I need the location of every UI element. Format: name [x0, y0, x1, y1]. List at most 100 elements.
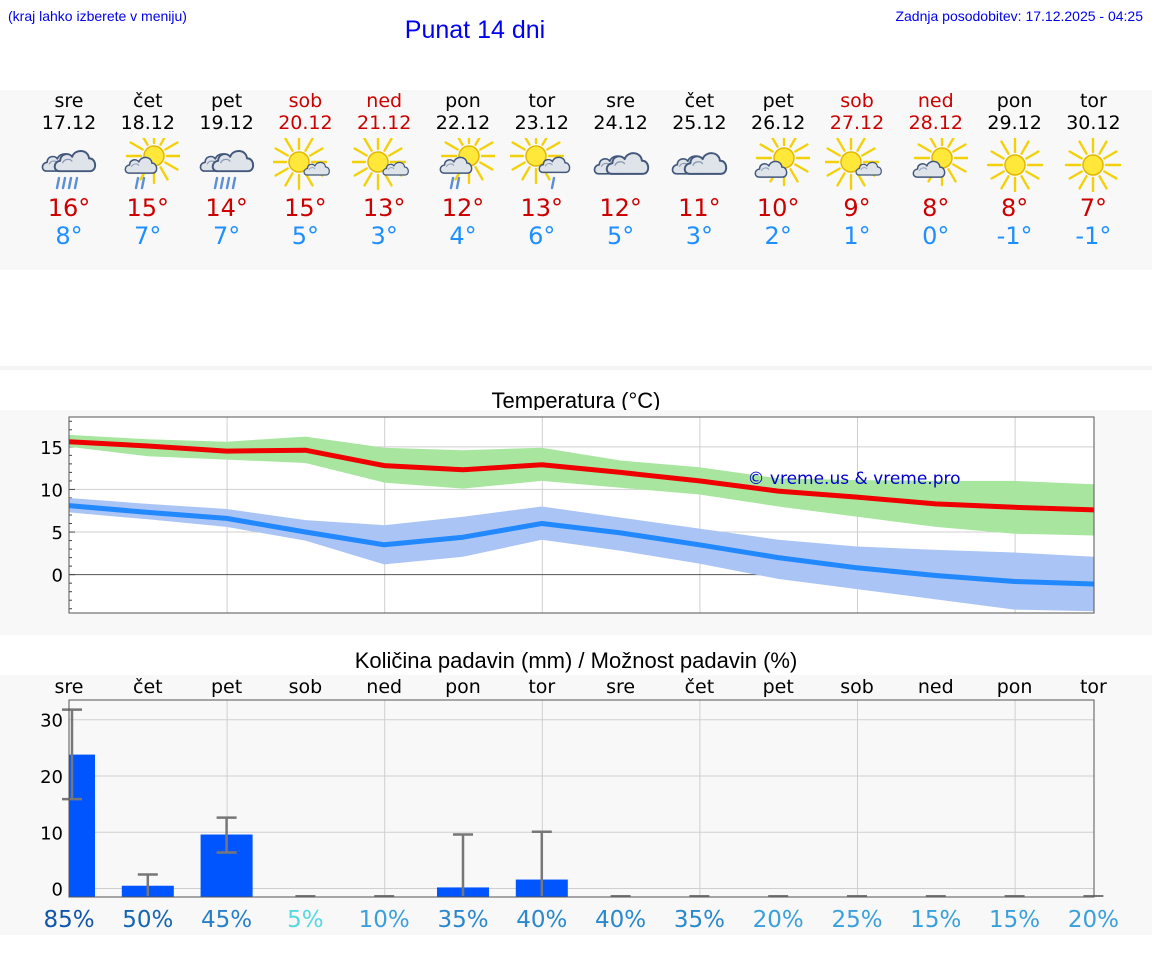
precip-chance-label: 15% — [910, 907, 961, 933]
x-day-label: tor — [1080, 676, 1107, 698]
min-temp: 6° — [528, 222, 556, 250]
day-date: 25.12 — [672, 112, 727, 134]
max-temp: 8° — [922, 194, 950, 222]
day-column: sre 24.12 12° 5° — [581, 90, 661, 250]
max-temp: 16° — [47, 194, 91, 222]
precip-chance-label: 20% — [753, 907, 804, 933]
precipitation-chart: 0 10 20 30 sre čet pet sob ned pon tor sre čet pet sob… — [40, 676, 1119, 933]
sun-cloud-light-rain-icon — [509, 138, 571, 190]
min-temp: 4° — [449, 222, 477, 250]
sun-icon — [986, 138, 1043, 192]
sun-small-cloud-icon — [352, 138, 410, 191]
day-name: čet — [133, 90, 163, 112]
min-range-band — [69, 498, 1094, 612]
day-name: sre — [54, 90, 84, 112]
day-date: 20.12 — [278, 112, 333, 134]
y-tick-label: 10 — [40, 480, 63, 501]
day-date: 19.12 — [199, 112, 254, 134]
y-tick-label: 5 — [52, 523, 63, 544]
day-date: 26.12 — [750, 112, 806, 134]
sun-cloud-rain-icon — [439, 138, 495, 190]
day-name: pon — [996, 90, 1033, 112]
min-temp-line — [68, 503, 1095, 587]
day-column: sob 20.12 15° 5° — [265, 90, 345, 250]
watermark-text: © vreme.us & vreme.pro — [747, 469, 960, 489]
min-temp: 7° — [212, 222, 241, 250]
y-tick-label: 10 — [40, 823, 63, 844]
precip-chance-label: 25% — [831, 907, 882, 933]
max-temp: 13° — [362, 194, 406, 222]
max-temp: 8° — [1000, 194, 1029, 222]
day-name: sre — [606, 90, 636, 112]
overcast-cloud-icon — [672, 152, 728, 175]
y-tick-label: 0 — [52, 566, 63, 587]
x-day-label: sre — [55, 676, 84, 698]
max-temp: 11° — [678, 194, 721, 222]
x-day-label: pet — [763, 676, 794, 698]
day-date: 29.12 — [987, 112, 1042, 134]
daily-forecast-band — [0, 90, 1152, 270]
day-name: sob — [288, 90, 323, 112]
day-date: 27.12 — [829, 112, 885, 134]
day-date: 28.12 — [908, 112, 963, 134]
precip-chance-label: 40% — [595, 907, 646, 933]
day-name: ned — [917, 90, 954, 112]
day-column: tor 30.12 7° -1° — [1053, 90, 1133, 250]
min-temp: -1° — [1075, 222, 1112, 250]
y-tick-label: 15 — [40, 438, 63, 459]
x-day-label: čet — [133, 676, 163, 698]
y-tick-label: 0 — [52, 880, 63, 901]
sun-behind-cloud-icon — [912, 138, 968, 187]
x-day-label: ned — [918, 676, 954, 698]
x-day-label: pon — [445, 676, 481, 698]
precip-chance-label: 40% — [516, 907, 567, 933]
heavy-rain-cloud-icon — [199, 150, 254, 190]
day-date: 22.12 — [435, 112, 491, 134]
min-temp: 8° — [55, 222, 83, 250]
max-temp: 15° — [126, 194, 170, 222]
sun-cloud-rain-icon — [124, 138, 180, 190]
location-hint: (kraj lahko izberete v meniju) — [8, 8, 187, 24]
day-date: 30.12 — [1066, 112, 1121, 134]
day-column: pon 22.12 12° 4° — [423, 90, 503, 250]
x-day-label: sob — [840, 676, 874, 698]
max-range-band — [69, 434, 1094, 536]
precip-chance-label: 45% — [201, 907, 252, 933]
x-day-label: čet — [685, 676, 715, 698]
min-temp: 3° — [370, 222, 398, 250]
day-name: tor — [528, 90, 556, 112]
precip-chance-label: 10% — [359, 907, 410, 933]
max-temp: 9° — [843, 194, 871, 222]
x-day-label: sre — [606, 676, 635, 698]
overcast-cloud-icon — [593, 152, 649, 175]
max-temp: 7° — [1079, 194, 1108, 222]
min-temp: 5° — [291, 222, 320, 250]
day-date: 24.12 — [593, 112, 648, 134]
plot-frame — [68, 416, 1095, 614]
day-column: sre 17.12 16° 8° — [29, 90, 109, 250]
sun-small-cloud-icon — [825, 138, 882, 191]
x-day-label: sob — [289, 676, 323, 698]
sun-behind-cloud-icon — [754, 138, 811, 187]
min-temp: 2° — [764, 222, 792, 250]
day-date: 23.12 — [514, 112, 569, 134]
sun-icon — [1065, 138, 1122, 192]
day-column: pet 19.12 14° 7° — [187, 90, 267, 250]
daily-forecast: sre 17.12 16° 8° čet 18.12 15° 7° pet 19.12 14°… — [0, 90, 1152, 270]
precip-chance-label: 5% — [287, 907, 324, 933]
precip-bar — [69, 754, 95, 897]
day-column: čet 18.12 15° 7° — [108, 90, 188, 250]
max-temp: 13° — [520, 194, 564, 222]
precip-chance-label: 20% — [1068, 907, 1119, 933]
x-day-label: pon — [997, 676, 1033, 698]
day-column: čet 25.12 11° 3° — [659, 90, 739, 250]
x-day-label: tor — [528, 676, 555, 698]
max-temp: 14° — [205, 194, 248, 222]
last-updated: Zadnja posodobitev: 17.12.2025 - 04:25 — [895, 8, 1143, 24]
plot-frame — [68, 699, 1095, 898]
temperature-chart-title: Temperatura (°C) — [491, 388, 661, 413]
min-temp: 3° — [685, 222, 714, 250]
day-name: pon — [445, 90, 481, 112]
max-temp-line — [68, 439, 1095, 513]
day-name: sob — [840, 90, 874, 112]
